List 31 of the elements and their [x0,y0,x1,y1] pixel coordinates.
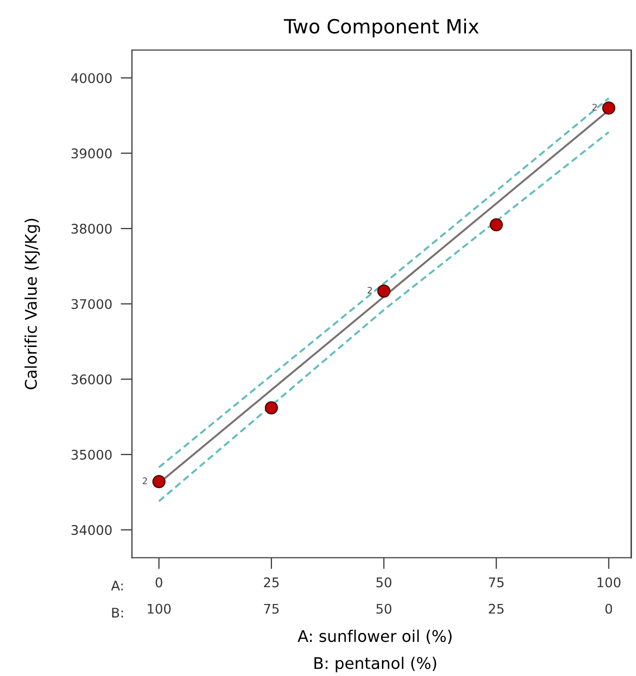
annotation: 2 [592,104,597,111]
point [152,475,166,488]
y-tick-label: 36000 [72,374,112,384]
x2-tick-label: 50 [376,604,392,614]
x-tick-label: 50 [376,577,392,588]
point [602,101,616,115]
annotation: 2 [368,286,372,294]
point [490,218,503,232]
x-tick-label: 0 [156,577,162,588]
point [264,401,278,414]
annotation: 2 [142,477,147,484]
y-tick-label: 40000 [71,73,112,84]
x-tick-label: 75 [488,578,504,588]
y-axis-title: Calorific Value (KJ/Kg) [24,218,40,390]
x2-tick-label: 25 [488,604,504,614]
y-tick-label: 35000 [72,450,112,460]
chart-title: Two Component Mix [284,18,479,38]
x-axis-title: A: sunflower oil (%) [298,630,452,644]
x-tick-label: 100 [598,577,620,588]
x-tick-label: 25 [264,577,279,588]
y-tick-label: 34000 [72,525,112,536]
x2-tick-label: 100 [148,604,171,614]
y-tick-label: 39000 [72,148,112,158]
x2-tick-label: 0 [605,604,612,614]
y-tick-label: 37000 [72,299,112,310]
y-tick-label: 38000 [72,224,112,234]
point [377,284,390,298]
x2-axis-title: B: pentanol (%) [314,656,436,672]
x2-tick-label: 75 [264,604,279,614]
text: A: [111,580,123,590]
text: B: [112,608,123,618]
